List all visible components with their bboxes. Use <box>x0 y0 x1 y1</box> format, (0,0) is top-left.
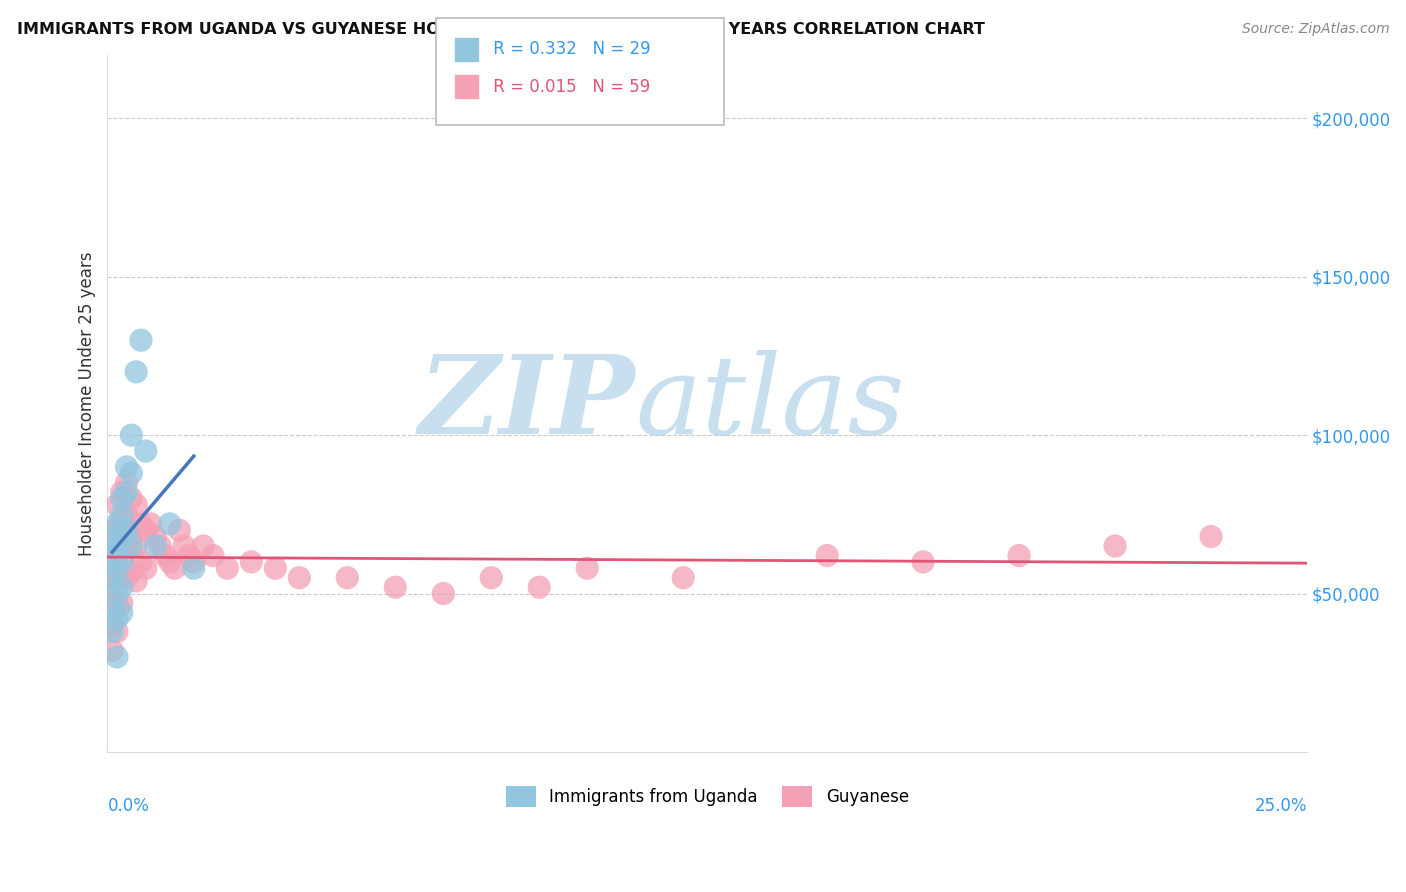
Point <box>111 580 134 594</box>
Point <box>815 549 838 563</box>
Legend: Immigrants from Uganda, Guyanese: Immigrants from Uganda, Guyanese <box>499 780 915 814</box>
Point <box>105 498 128 512</box>
Point <box>111 530 134 544</box>
Point <box>672 571 695 585</box>
Point <box>111 567 134 582</box>
Point <box>101 643 124 657</box>
Point <box>129 516 152 531</box>
Point <box>432 586 454 600</box>
Point <box>177 549 200 563</box>
Point <box>125 574 148 588</box>
Point <box>135 561 157 575</box>
Point <box>129 555 152 569</box>
Point <box>111 555 134 569</box>
Y-axis label: Householder Income Under 25 years: Householder Income Under 25 years <box>79 252 96 556</box>
Point <box>105 596 128 610</box>
Point <box>173 539 195 553</box>
Point <box>163 561 186 575</box>
Point <box>135 523 157 537</box>
Point <box>101 624 124 639</box>
Point <box>153 549 176 563</box>
Point <box>479 571 502 585</box>
Point <box>111 485 134 500</box>
Point <box>288 571 311 585</box>
Text: R = 0.332   N = 29: R = 0.332 N = 29 <box>488 40 651 58</box>
Point <box>159 516 181 531</box>
Point <box>149 539 172 553</box>
Point <box>912 555 935 569</box>
Point <box>105 539 128 553</box>
Point <box>159 555 181 569</box>
Point <box>105 561 128 575</box>
Point <box>105 624 128 639</box>
Point <box>111 516 134 531</box>
Point <box>105 549 128 563</box>
Point <box>129 333 152 347</box>
Point <box>201 549 224 563</box>
Point <box>101 530 124 544</box>
Point <box>101 523 124 537</box>
Point <box>183 561 205 575</box>
Point <box>264 561 287 575</box>
Point <box>240 555 263 569</box>
Point <box>101 571 124 585</box>
Point <box>125 539 148 553</box>
Point <box>120 530 142 544</box>
Point <box>135 444 157 458</box>
Point <box>111 508 134 522</box>
Point <box>101 571 124 585</box>
Text: 0.0%: 0.0% <box>107 797 149 815</box>
Point <box>115 508 138 522</box>
Point <box>1104 539 1126 553</box>
Point <box>115 539 138 553</box>
Point <box>105 586 128 600</box>
Point <box>115 571 138 585</box>
Point <box>139 516 162 531</box>
Text: atlas: atlas <box>636 350 905 458</box>
Point <box>217 561 239 575</box>
Point <box>120 428 142 442</box>
Point <box>111 606 134 620</box>
Point <box>145 539 167 553</box>
Point <box>125 365 148 379</box>
Text: Source: ZipAtlas.com: Source: ZipAtlas.com <box>1241 22 1389 37</box>
Point <box>111 491 134 506</box>
Point <box>101 549 124 563</box>
Point <box>111 596 134 610</box>
Point <box>183 555 205 569</box>
Point <box>115 523 138 537</box>
Point <box>1199 530 1222 544</box>
Point <box>125 498 148 512</box>
Point <box>120 491 142 506</box>
Point <box>576 561 599 575</box>
Point <box>120 466 142 480</box>
Point <box>101 593 124 607</box>
Point <box>384 580 406 594</box>
Point <box>169 523 191 537</box>
Point <box>115 485 138 500</box>
Point <box>101 618 124 632</box>
Point <box>101 549 124 563</box>
Text: ZIP: ZIP <box>419 350 636 458</box>
Point <box>145 530 167 544</box>
Point <box>120 565 142 579</box>
Point <box>105 612 128 626</box>
Point <box>105 516 128 531</box>
Point <box>120 539 142 553</box>
Point <box>105 571 128 585</box>
Point <box>115 459 138 474</box>
Point <box>193 539 215 553</box>
Point <box>105 523 128 537</box>
Point <box>529 580 551 594</box>
Point <box>1008 549 1031 563</box>
Point <box>336 571 359 585</box>
Point <box>115 475 138 490</box>
Text: IMMIGRANTS FROM UGANDA VS GUYANESE HOUSEHOLDER INCOME UNDER 25 YEARS CORRELATION: IMMIGRANTS FROM UGANDA VS GUYANESE HOUSE… <box>17 22 984 37</box>
Point <box>111 542 134 557</box>
Point <box>105 649 128 664</box>
Text: 25.0%: 25.0% <box>1254 797 1308 815</box>
Point <box>101 602 124 616</box>
Text: R = 0.015   N = 59: R = 0.015 N = 59 <box>488 78 650 95</box>
